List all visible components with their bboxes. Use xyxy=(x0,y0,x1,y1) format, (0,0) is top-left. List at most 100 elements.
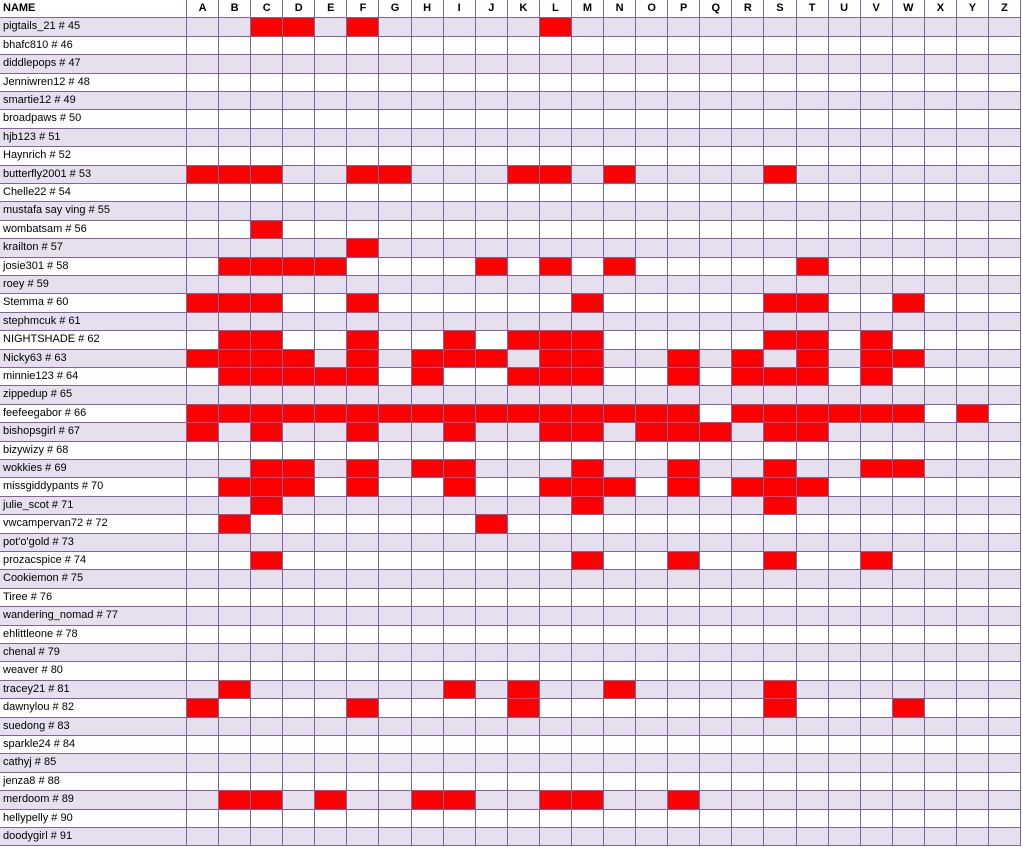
empty-cell[interactable] xyxy=(571,220,605,240)
empty-cell[interactable] xyxy=(507,349,540,368)
empty-cell[interactable] xyxy=(411,772,444,792)
empty-cell[interactable] xyxy=(507,496,540,516)
empty-cell[interactable] xyxy=(251,533,284,552)
filled-cell[interactable] xyxy=(604,165,637,184)
filled-cell[interactable] xyxy=(539,349,572,368)
empty-cell[interactable] xyxy=(507,441,540,460)
empty-cell[interactable] xyxy=(732,809,765,828)
empty-cell[interactable] xyxy=(828,220,861,240)
empty-cell[interactable] xyxy=(347,257,380,276)
empty-cell[interactable] xyxy=(828,128,861,148)
empty-cell[interactable] xyxy=(219,772,252,792)
empty-cell[interactable] xyxy=(732,736,765,755)
empty-cell[interactable] xyxy=(668,73,701,92)
empty-cell[interactable] xyxy=(539,754,572,773)
empty-cell[interactable] xyxy=(251,828,284,847)
empty-cell[interactable] xyxy=(924,680,957,700)
empty-cell[interactable] xyxy=(989,276,1022,295)
empty-cell[interactable] xyxy=(379,809,412,828)
empty-cell[interactable] xyxy=(668,165,701,184)
empty-cell[interactable] xyxy=(283,607,316,626)
empty-cell[interactable] xyxy=(604,515,637,534)
empty-cell[interactable] xyxy=(796,165,829,184)
filled-cell[interactable] xyxy=(604,404,637,424)
empty-cell[interactable] xyxy=(700,552,733,571)
empty-cell[interactable] xyxy=(443,312,476,332)
empty-cell[interactable] xyxy=(379,625,412,644)
empty-cell[interactable] xyxy=(989,570,1022,589)
empty-cell[interactable] xyxy=(732,110,765,129)
filled-cell[interactable] xyxy=(315,404,348,424)
filled-cell[interactable] xyxy=(732,368,765,387)
filled-cell[interactable] xyxy=(251,165,284,184)
empty-cell[interactable] xyxy=(443,625,476,644)
empty-cell[interactable] xyxy=(315,110,348,129)
empty-cell[interactable] xyxy=(443,644,476,663)
empty-cell[interactable] xyxy=(924,515,957,534)
empty-cell[interactable] xyxy=(892,92,925,111)
empty-cell[interactable] xyxy=(315,128,348,148)
empty-cell[interactable] xyxy=(251,699,284,718)
empty-cell[interactable] xyxy=(571,257,605,276)
filled-cell[interactable] xyxy=(251,349,284,368)
empty-cell[interactable] xyxy=(892,496,925,516)
empty-cell[interactable] xyxy=(507,552,540,571)
header-col-r[interactable]: R xyxy=(732,0,765,19)
empty-cell[interactable] xyxy=(379,312,412,332)
empty-cell[interactable] xyxy=(956,55,989,74)
empty-cell[interactable] xyxy=(379,276,412,295)
row-name[interactable]: Stemma # 60 xyxy=(0,294,187,313)
empty-cell[interactable] xyxy=(315,239,348,258)
empty-cell[interactable] xyxy=(924,147,957,166)
empty-cell[interactable] xyxy=(668,607,701,626)
header-col-l[interactable]: L xyxy=(539,0,572,19)
header-col-z[interactable]: Z xyxy=(989,0,1022,19)
empty-cell[interactable] xyxy=(604,460,637,479)
empty-cell[interactable] xyxy=(443,92,476,111)
empty-cell[interactable] xyxy=(700,441,733,460)
empty-cell[interactable] xyxy=(187,552,220,571)
filled-cell[interactable] xyxy=(251,404,284,424)
filled-cell[interactable] xyxy=(347,460,380,479)
empty-cell[interactable] xyxy=(956,312,989,332)
empty-cell[interactable] xyxy=(219,809,252,828)
empty-cell[interactable] xyxy=(475,441,508,460)
empty-cell[interactable] xyxy=(636,202,669,221)
empty-cell[interactable] xyxy=(732,220,765,240)
empty-cell[interactable] xyxy=(892,607,925,626)
empty-cell[interactable] xyxy=(764,772,797,792)
empty-cell[interactable] xyxy=(828,368,861,387)
empty-cell[interactable] xyxy=(283,92,316,111)
empty-cell[interactable] xyxy=(411,533,444,552)
empty-cell[interactable] xyxy=(379,73,412,92)
filled-cell[interactable] xyxy=(764,478,797,497)
empty-cell[interactable] xyxy=(796,828,829,847)
empty-cell[interactable] xyxy=(956,680,989,700)
empty-cell[interactable] xyxy=(379,147,412,166)
empty-cell[interactable] xyxy=(828,588,861,608)
empty-cell[interactable] xyxy=(411,588,444,608)
empty-cell[interactable] xyxy=(539,184,572,203)
empty-cell[interactable] xyxy=(539,92,572,111)
filled-cell[interactable] xyxy=(507,368,540,387)
empty-cell[interactable] xyxy=(507,478,540,497)
empty-cell[interactable] xyxy=(828,294,861,313)
empty-cell[interactable] xyxy=(956,294,989,313)
empty-cell[interactable] xyxy=(989,625,1022,644)
empty-cell[interactable] xyxy=(636,772,669,792)
empty-cell[interactable] xyxy=(892,147,925,166)
filled-cell[interactable] xyxy=(347,294,380,313)
filled-cell[interactable] xyxy=(283,18,316,37)
empty-cell[interactable] xyxy=(443,147,476,166)
empty-cell[interactable] xyxy=(732,791,765,810)
empty-cell[interactable] xyxy=(732,588,765,608)
empty-cell[interactable] xyxy=(892,184,925,203)
filled-cell[interactable] xyxy=(668,791,701,810)
empty-cell[interactable] xyxy=(187,128,220,148)
empty-cell[interactable] xyxy=(924,184,957,203)
empty-cell[interactable] xyxy=(571,828,605,847)
empty-cell[interactable] xyxy=(219,239,252,258)
empty-cell[interactable] xyxy=(251,312,284,332)
empty-cell[interactable] xyxy=(764,736,797,755)
empty-cell[interactable] xyxy=(219,202,252,221)
